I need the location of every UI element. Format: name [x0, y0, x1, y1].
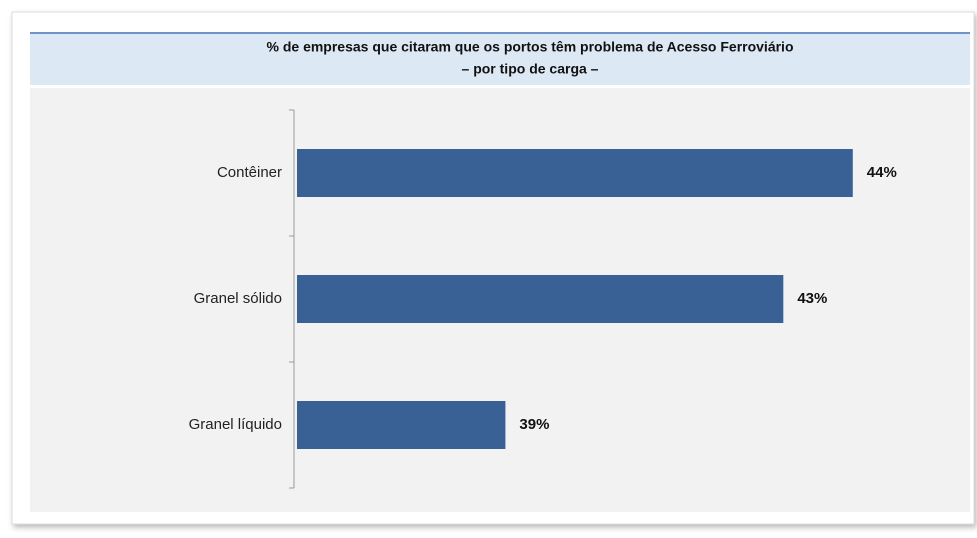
bar — [297, 149, 853, 197]
value-label: 44% — [867, 164, 897, 181]
category-label: Granel líquido — [189, 416, 282, 433]
category-label: Contêiner — [217, 164, 282, 181]
title-band — [30, 33, 970, 85]
bar — [297, 401, 506, 449]
value-label: 39% — [519, 416, 549, 433]
category-label: Granel sólido — [194, 290, 282, 307]
chart-subtitle: – por tipo de carga – — [462, 61, 599, 77]
value-label: 43% — [797, 290, 827, 307]
chart-title: % de empresas que citaram que os portos … — [267, 39, 794, 55]
bar — [297, 275, 784, 323]
